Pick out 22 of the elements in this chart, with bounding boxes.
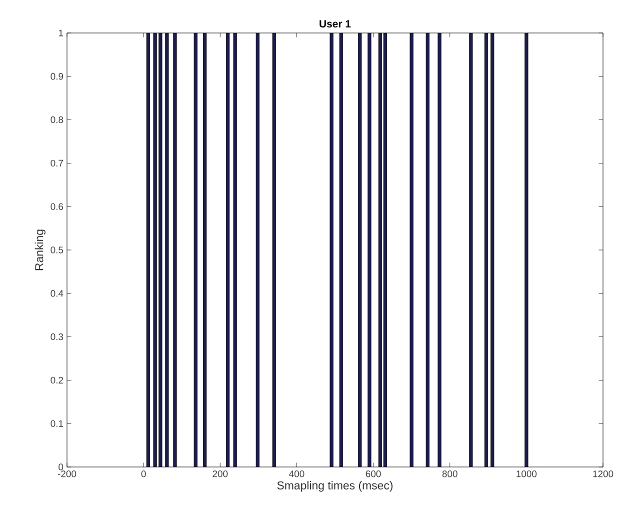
y-tick-label: 0.6 (50, 203, 64, 210)
x-tick-label: 200 (212, 470, 228, 478)
x-tick-label: 800 (442, 470, 458, 478)
x-tick-label: 1200 (593, 470, 614, 478)
chart-title: User 1 (320, 20, 351, 28)
x-tick-label: 600 (366, 470, 381, 478)
x-tick-label: 0 (141, 470, 146, 478)
y-tick-label: 1 (58, 30, 64, 36)
y-tick-label: 0.9 (50, 73, 64, 80)
y-tick-label: 0.7 (50, 160, 64, 167)
y-tick-label: 0.3 (50, 333, 64, 340)
y-tick-label: 0.8 (50, 116, 64, 124)
y-tick-label: 0.1 (50, 420, 64, 427)
x-tick-label: -200 (58, 470, 76, 478)
y-axis-title: Ranking (34, 230, 46, 270)
x-axis-title: Smapling times (msec) (277, 481, 393, 492)
y-tick-label: 0.5 (50, 246, 64, 254)
x-tick-label: 400 (289, 470, 304, 478)
y-tick-label: 0 (58, 464, 64, 470)
y-tick-label: 0.4 (50, 290, 64, 297)
y-tick-label: 0.2 (50, 376, 64, 384)
x-tick-label: 1000 (516, 470, 537, 478)
